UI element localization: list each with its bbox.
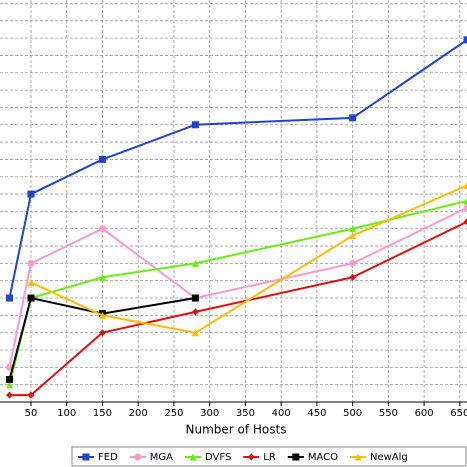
series-line	[30, 184, 467, 334]
x-tick-label: 550	[379, 408, 398, 419]
marker	[349, 273, 357, 281]
x-axis-label: Number of Hosts	[186, 423, 287, 437]
x-tick-label: 600	[415, 408, 434, 419]
marker	[463, 197, 467, 205]
series-line	[8, 207, 467, 368]
marker	[191, 329, 199, 337]
marker	[98, 329, 106, 337]
marker	[191, 308, 199, 316]
x-tick-label: 200	[129, 408, 148, 419]
marker	[349, 259, 357, 267]
series-line	[9, 220, 467, 397]
marker	[463, 36, 467, 44]
legend-label: DVFS	[205, 452, 231, 463]
x-tick-label: 250	[164, 408, 183, 419]
marker	[98, 311, 106, 319]
marker	[27, 190, 35, 198]
marker	[27, 294, 35, 302]
marker	[82, 453, 90, 461]
series-line	[8, 296, 196, 380]
marker	[189, 453, 197, 461]
marker	[6, 294, 14, 302]
marker	[98, 155, 106, 163]
marker	[27, 259, 35, 267]
marker	[6, 391, 14, 399]
x-tick-label: 400	[272, 408, 291, 419]
x-tick-label: 300	[200, 408, 219, 419]
marker	[463, 204, 467, 212]
marker	[27, 278, 35, 286]
series-line	[8, 39, 467, 299]
x-tick-label: 500	[343, 408, 362, 419]
marker	[349, 232, 357, 240]
legend-label: NewAlg	[370, 452, 408, 463]
x-tick-label: 50	[25, 408, 38, 419]
marker	[191, 294, 199, 302]
legend-label: FED	[98, 452, 118, 463]
marker	[354, 453, 362, 461]
legend-label: LR	[263, 452, 276, 463]
legend-box	[71, 446, 467, 467]
marker	[349, 225, 357, 233]
marker	[463, 218, 467, 226]
marker	[27, 391, 35, 399]
marker	[349, 114, 357, 122]
legend-label: MGA	[150, 452, 173, 463]
marker	[134, 453, 142, 461]
x-tick-label: 650	[450, 408, 467, 419]
series-line	[8, 200, 467, 385]
marker	[98, 225, 106, 233]
marker	[463, 181, 467, 189]
legend-label: MACO	[308, 452, 338, 463]
x-tick-label: 450	[307, 408, 326, 419]
marker	[6, 381, 14, 389]
marker	[247, 453, 255, 461]
marker	[98, 273, 106, 281]
x-tick-label: 350	[236, 408, 255, 419]
marker	[191, 121, 199, 129]
marker	[292, 453, 300, 461]
marker	[191, 259, 199, 267]
x-tick-label: 150	[93, 408, 112, 419]
x-tick-label: 100	[57, 408, 76, 419]
marker	[6, 375, 14, 383]
